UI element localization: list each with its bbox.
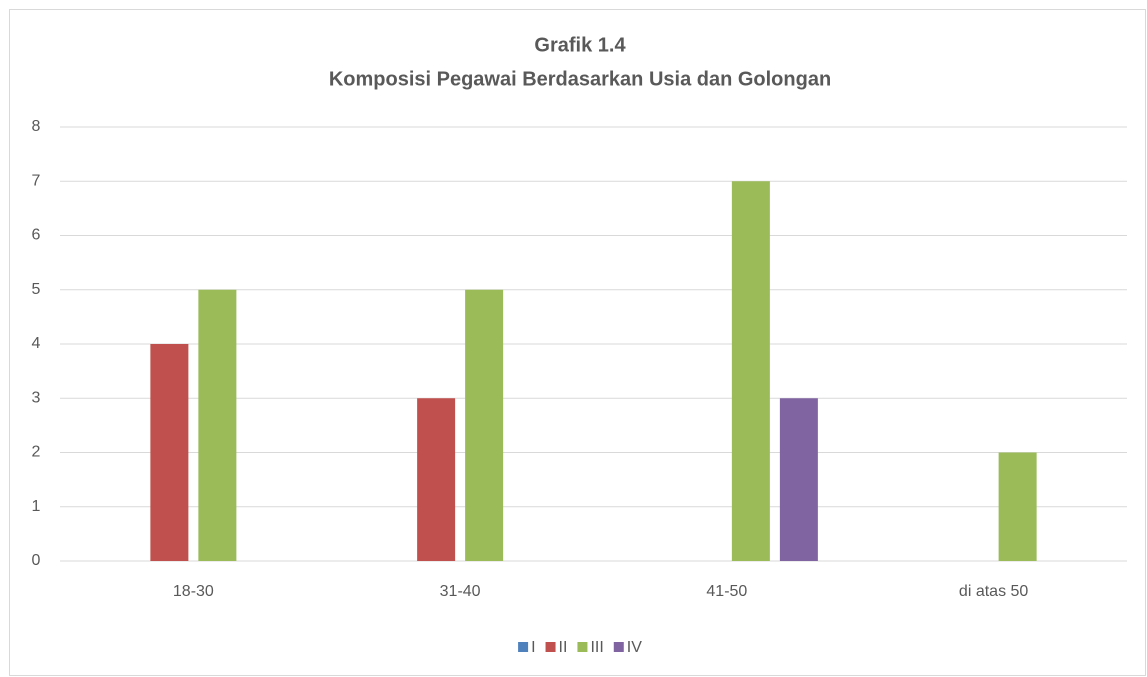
- bar: [150, 344, 189, 561]
- y-tick-label: 4: [32, 335, 41, 352]
- bar: [198, 289, 237, 561]
- y-tick-label: 2: [32, 444, 41, 461]
- legend-label: IV: [627, 639, 642, 656]
- y-tick-label: 1: [32, 498, 41, 515]
- legend-swatch: [518, 642, 529, 652]
- legend-swatch: [545, 642, 556, 652]
- y-tick-label: 5: [32, 281, 41, 298]
- y-tick-label: 6: [32, 227, 41, 244]
- bar: [998, 452, 1037, 561]
- chart-subtitle: Komposisi Pegawai Berdasarkan Usia dan G…: [329, 68, 831, 90]
- bar: [465, 289, 504, 561]
- x-tick-label: 18-30: [173, 583, 214, 600]
- y-tick-label: 0: [32, 552, 41, 569]
- bar: [779, 398, 818, 561]
- legend-swatch: [613, 642, 624, 652]
- y-tick-label: 7: [32, 172, 41, 189]
- x-tick-label: 41-50: [706, 583, 747, 600]
- bar: [731, 181, 770, 561]
- y-tick-label: 3: [32, 389, 41, 406]
- x-tick-label: 31-40: [440, 583, 481, 600]
- legend-label: III: [590, 639, 603, 656]
- chart-title: Grafik 1.4: [534, 34, 626, 56]
- y-tick-label: 8: [32, 118, 41, 135]
- legend-swatch: [577, 642, 588, 652]
- legend-label: II: [559, 639, 568, 656]
- legend-label: I: [531, 639, 535, 656]
- chart-frame: [9, 9, 1146, 676]
- x-tick-label: di atas 50: [959, 583, 1028, 600]
- bar: [417, 398, 456, 561]
